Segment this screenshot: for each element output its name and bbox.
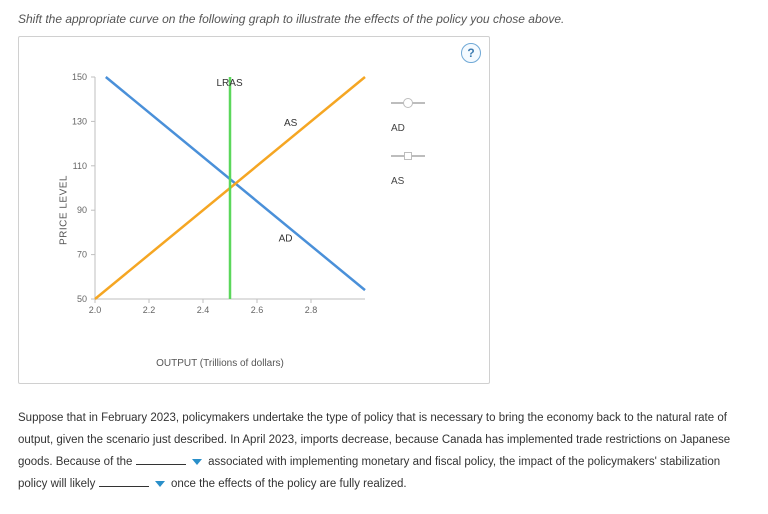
para-text-3: once the effects of the policy are fully… [171,478,407,490]
chart-area[interactable]: 50 70 90 110 130 150 2.0 2.2 2.4 2.6 2.8 AD AS LRAS [65,67,375,327]
svg-text:AS: AS [284,118,298,129]
help-button[interactable]: ? [461,43,481,63]
blank-1 [136,453,186,465]
svg-text:2.6: 2.6 [251,305,264,315]
legend-label-as: AS [391,176,461,187]
graph-panel: ? PRICE LEVEL 5070901101301502.02.22.42.… [18,36,490,384]
chart-svg[interactable]: 50 70 90 110 130 150 2.0 2.2 2.4 2.6 2.8 AD AS LRAS [65,67,375,327]
dropdown-1[interactable] [192,459,202,465]
instruction-text: Shift the appropriate curve on the follo… [18,12,750,26]
legend-marker-as [391,150,425,162]
svg-text:70: 70 [77,250,87,260]
svg-text:90: 90 [77,205,87,215]
svg-text:2.2: 2.2 [143,305,156,315]
blank-2 [99,475,149,487]
legend: AD AS [391,97,461,187]
svg-text:50: 50 [77,294,87,304]
svg-text:AD: AD [279,233,293,244]
dropdown-2[interactable] [155,481,165,487]
svg-text:150: 150 [72,72,87,82]
legend-marker-ad [391,97,425,109]
legend-item-as[interactable] [391,150,461,162]
question-paragraph: Suppose that in February 2023, policymak… [18,408,750,495]
svg-text:2.0: 2.0 [89,305,102,315]
svg-text:LRAS: LRAS [217,78,243,89]
svg-text:130: 130 [72,116,87,126]
legend-item-ad[interactable] [391,97,461,109]
x-axis-label: OUTPUT (Trillions of dollars) [65,358,375,369]
legend-label-ad: AD [391,123,461,134]
svg-text:2.4: 2.4 [197,305,210,315]
svg-text:110: 110 [73,161,87,171]
svg-text:2.8: 2.8 [305,305,318,315]
